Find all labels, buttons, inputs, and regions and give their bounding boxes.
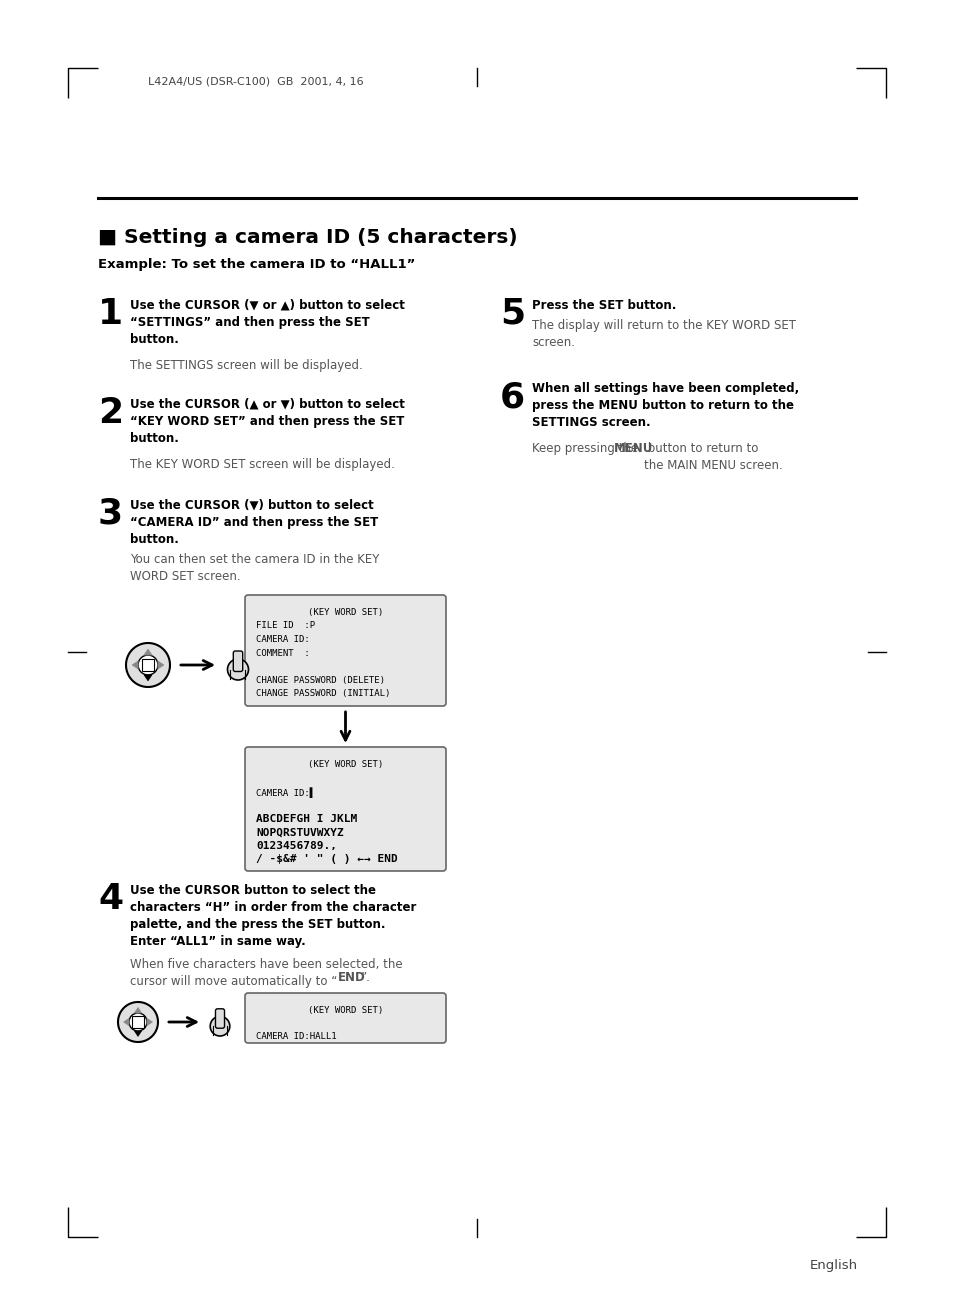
Polygon shape [132,662,138,669]
FancyBboxPatch shape [245,746,446,870]
Text: English: English [809,1258,857,1271]
Text: When five characters have been selected, the
cursor will move automatically to “: When five characters have been selected,… [130,958,402,988]
Text: The SETTINGS screen will be displayed.: The SETTINGS screen will be displayed. [130,359,362,372]
Text: 4: 4 [98,882,123,916]
Text: ■ Setting a camera ID (5 characters): ■ Setting a camera ID (5 characters) [98,228,517,247]
Polygon shape [124,1018,129,1026]
Text: (KEY WORD SET): (KEY WORD SET) [308,760,383,769]
Text: ABCDEFGH I JKLM: ABCDEFGH I JKLM [255,814,356,823]
FancyBboxPatch shape [132,1017,144,1027]
Text: button to return to
the MAIN MENU screen.: button to return to the MAIN MENU screen… [643,442,781,472]
Text: Example: To set the camera ID to “HALL1”: Example: To set the camera ID to “HALL1” [98,258,415,271]
FancyBboxPatch shape [245,595,446,706]
Text: The display will return to the KEY WORD SET
screen.: The display will return to the KEY WORD … [532,318,795,348]
Text: CAMERA ID:: CAMERA ID: [255,636,310,643]
FancyBboxPatch shape [233,651,242,672]
Text: MENU: MENU [614,442,653,455]
Text: The KEY WORD SET screen will be displayed.: The KEY WORD SET screen will be displaye… [130,458,395,471]
Text: COMMENT  :: COMMENT : [255,649,310,658]
Text: END: END [337,971,365,984]
Polygon shape [144,649,152,655]
Polygon shape [134,1031,141,1036]
Text: Use the CURSOR button to select the
characters “H” in order from the character
p: Use the CURSOR button to select the char… [130,883,416,947]
Text: Use the CURSOR (▼ or ▲) button to select
“SETTINGS” and then press the SET
butto: Use the CURSOR (▼ or ▲) button to select… [130,299,404,346]
Circle shape [210,1017,230,1036]
Text: Press the SET button.: Press the SET button. [532,299,676,312]
Circle shape [138,655,158,675]
Text: 2: 2 [98,395,123,431]
Text: CAMERA ID:HALL1: CAMERA ID:HALL1 [255,1032,336,1041]
Text: ”.: ”. [360,971,371,984]
Text: 1: 1 [98,298,123,331]
Text: 5: 5 [499,298,524,331]
FancyBboxPatch shape [245,993,446,1043]
Polygon shape [118,1002,158,1041]
Text: FILE ID  :P: FILE ID :P [255,621,314,630]
Polygon shape [134,1007,141,1013]
Polygon shape [147,1018,152,1026]
FancyBboxPatch shape [215,1009,224,1028]
Text: You can then set the camera ID in the KEY
WORD SET screen.: You can then set the camera ID in the KE… [130,553,379,583]
Text: / -$&# ' " ( ) ←→ END: / -$&# ' " ( ) ←→ END [255,855,397,864]
Text: L42A4/US (DSR-C100)  GB  2001, 4, 16: L42A4/US (DSR-C100) GB 2001, 4, 16 [148,77,363,87]
Text: Keep pressing the: Keep pressing the [532,442,641,455]
Text: (KEY WORD SET): (KEY WORD SET) [308,1006,383,1015]
Text: Use the CURSOR (▲ or ▼) button to select
“KEY WORD SET” and then press the SET
b: Use the CURSOR (▲ or ▼) button to select… [130,398,404,445]
Text: 6: 6 [499,380,524,414]
Text: CHANGE PASSWORD (DELETE): CHANGE PASSWORD (DELETE) [255,676,385,685]
Text: NOPQRSTUVWXYZ: NOPQRSTUVWXYZ [255,827,343,838]
Polygon shape [158,662,164,669]
Text: Use the CURSOR (▼) button to select
“CAMERA ID” and then press the SET
button.: Use the CURSOR (▼) button to select “CAM… [130,499,377,545]
Text: 3: 3 [98,497,123,531]
Polygon shape [144,675,152,681]
Circle shape [227,659,248,680]
Text: (KEY WORD SET): (KEY WORD SET) [308,608,383,617]
Text: CAMERA ID:▌: CAMERA ID:▌ [255,787,314,797]
Text: When all settings have been completed,
press the MENU button to return to the
SE: When all settings have been completed, p… [532,382,799,429]
Text: 0123456789.,: 0123456789., [255,840,336,851]
Text: CHANGE PASSWORD (INITIAL): CHANGE PASSWORD (INITIAL) [255,689,390,698]
FancyBboxPatch shape [142,659,154,671]
Circle shape [129,1013,147,1031]
Polygon shape [126,643,170,686]
